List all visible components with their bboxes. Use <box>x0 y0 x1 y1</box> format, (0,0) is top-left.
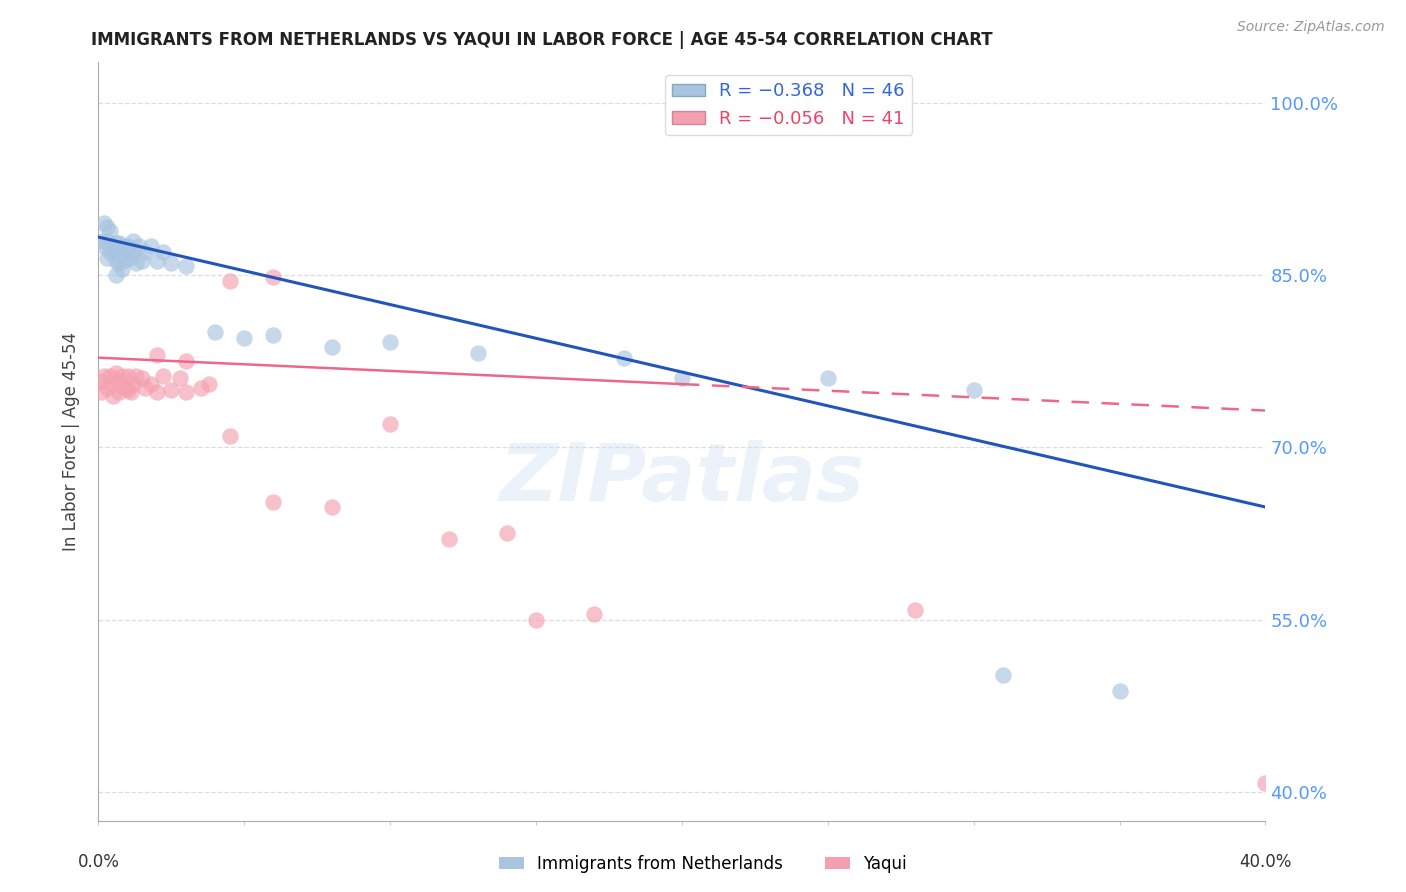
Point <box>101 239 124 253</box>
Point <box>817 371 839 385</box>
Point <box>198 377 221 392</box>
Point <box>108 256 131 270</box>
Point <box>117 239 139 253</box>
Point <box>114 253 136 268</box>
Point <box>190 380 212 394</box>
Point <box>1108 683 1130 698</box>
Legend: Immigrants from Netherlands, Yaqui: Immigrants from Netherlands, Yaqui <box>492 848 914 880</box>
Point <box>96 380 118 394</box>
Point <box>131 371 153 385</box>
Point <box>204 326 226 340</box>
Text: 0.0%: 0.0% <box>77 853 120 871</box>
Point <box>104 366 127 380</box>
Point <box>108 374 131 388</box>
Point <box>139 239 162 253</box>
Point <box>467 346 489 360</box>
Text: 40.0%: 40.0% <box>1239 853 1292 871</box>
Point <box>120 385 142 400</box>
Point <box>233 331 256 345</box>
Point <box>96 219 118 234</box>
Point <box>117 383 139 397</box>
Point <box>93 216 115 230</box>
Point <box>437 532 460 546</box>
Point <box>131 254 153 268</box>
Point <box>380 334 402 349</box>
Point <box>96 234 118 248</box>
Point <box>98 244 121 259</box>
Point <box>1254 776 1277 790</box>
Point <box>101 377 124 392</box>
Point <box>991 667 1014 681</box>
Point <box>146 385 169 400</box>
Point <box>904 603 927 617</box>
Point <box>125 369 148 384</box>
Point <box>160 256 183 270</box>
Point <box>90 374 112 388</box>
Point <box>108 247 131 261</box>
Point <box>524 613 547 627</box>
Point <box>496 526 519 541</box>
Point <box>218 429 240 443</box>
Point <box>104 235 127 250</box>
Point <box>262 270 284 285</box>
Text: IMMIGRANTS FROM NETHERLANDS VS YAQUI IN LABOR FORCE | AGE 45-54 CORRELATION CHAR: IMMIGRANTS FROM NETHERLANDS VS YAQUI IN … <box>91 31 993 49</box>
Point <box>111 244 134 259</box>
Point <box>152 244 174 259</box>
Point <box>152 369 174 384</box>
Point <box>160 383 183 397</box>
Point <box>108 385 131 400</box>
Point <box>262 495 284 509</box>
Point <box>114 380 136 394</box>
Point <box>98 224 121 238</box>
Point <box>128 239 150 253</box>
Point <box>612 351 634 365</box>
Point <box>111 262 134 277</box>
Point <box>90 385 112 400</box>
Point <box>321 500 343 514</box>
Point <box>101 388 124 402</box>
Point <box>174 259 197 273</box>
Point <box>125 256 148 270</box>
Y-axis label: In Labor Force | Age 45-54: In Labor Force | Age 45-54 <box>62 332 80 551</box>
Point <box>104 254 127 268</box>
Point <box>134 380 156 394</box>
Point <box>93 239 115 253</box>
Point <box>169 371 191 385</box>
Point <box>101 244 124 259</box>
Point <box>671 371 693 385</box>
Point <box>98 369 121 384</box>
Point <box>114 239 136 253</box>
Point <box>174 354 197 368</box>
Point <box>122 243 145 257</box>
Point <box>93 369 115 384</box>
Point <box>96 251 118 265</box>
Point <box>120 251 142 265</box>
Point <box>321 340 343 354</box>
Point <box>218 274 240 288</box>
Point <box>174 385 197 400</box>
Point <box>104 268 127 282</box>
Point <box>262 327 284 342</box>
Point <box>90 234 112 248</box>
Point <box>146 254 169 268</box>
Point <box>108 235 131 250</box>
Point <box>962 383 984 397</box>
Point <box>117 244 139 259</box>
Point <box>380 417 402 432</box>
Point <box>583 607 606 621</box>
Text: ZIPatlas: ZIPatlas <box>499 441 865 518</box>
Point <box>134 244 156 259</box>
Point <box>122 234 145 248</box>
Point <box>111 369 134 384</box>
Point <box>117 369 139 384</box>
Point <box>146 348 169 362</box>
Point <box>122 377 145 392</box>
Point <box>139 377 162 392</box>
Text: Source: ZipAtlas.com: Source: ZipAtlas.com <box>1237 20 1385 34</box>
Legend: R = −0.368   N = 46, R = −0.056   N = 41: R = −0.368 N = 46, R = −0.056 N = 41 <box>665 75 912 135</box>
